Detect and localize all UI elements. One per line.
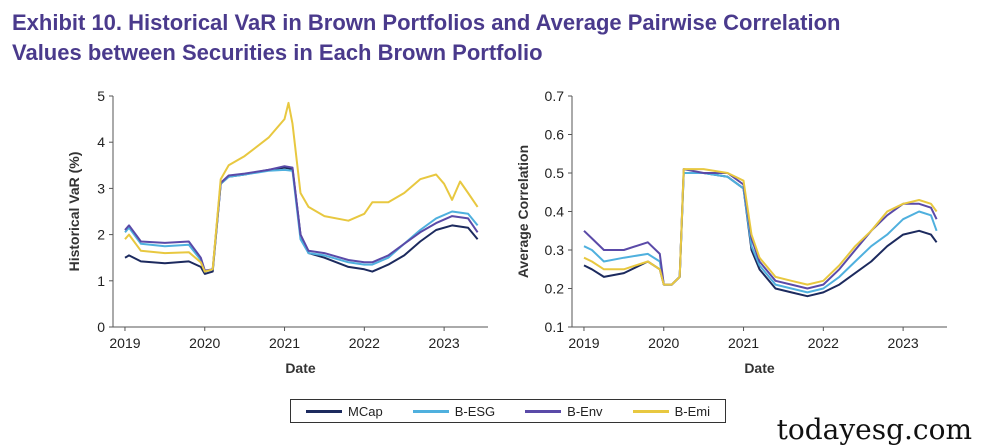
- y-axis-label: Historical VaR (%): [66, 152, 82, 272]
- y-axis-label: Average Correlation: [515, 145, 531, 278]
- legend-swatch: [412, 409, 449, 413]
- legend-item-b-env: B-Env: [525, 403, 603, 419]
- legend-swatch: [632, 409, 669, 413]
- series-line-b-esg: [583, 172, 938, 294]
- legend-swatch: [306, 409, 342, 413]
- title-line-2: Values between Securities in Each Brown …: [12, 40, 543, 65]
- x-tick-label: 2022: [349, 335, 380, 351]
- series-line-b-env: [583, 168, 938, 290]
- legend-item-b-emi: B-Emi: [632, 403, 710, 419]
- x-axis-label: Date: [285, 360, 316, 376]
- y-tick-label: 0.3: [545, 242, 565, 258]
- y-tick-label: 2: [97, 227, 105, 243]
- x-tick-label: 2019: [109, 335, 140, 351]
- series-line-b-emi: [124, 101, 479, 273]
- y-tick-label: 0.6: [545, 127, 565, 143]
- series-line-b-esg: [124, 168, 479, 273]
- y-tick-label: 0.2: [545, 281, 565, 297]
- legend-label: B-Emi: [674, 403, 710, 419]
- x-tick-label: 2023: [888, 335, 919, 351]
- series-line-mcap: [124, 166, 479, 275]
- series-line-mcap: [583, 172, 938, 298]
- x-axis-label: Date: [744, 360, 775, 376]
- chart-title: Exhibit 10. Historical VaR in Brown Port…: [12, 8, 972, 68]
- legend-label: MCap: [348, 403, 383, 419]
- series-line-b-emi: [583, 168, 938, 286]
- x-tick-label: 2019: [568, 335, 599, 351]
- x-tick-label: 2023: [429, 335, 460, 351]
- y-tick-label: 5: [97, 88, 105, 104]
- y-tick-label: 0.1: [545, 319, 565, 335]
- x-tick-label: 2020: [189, 335, 220, 351]
- title-line-1: Exhibit 10. Historical VaR in Brown Port…: [12, 10, 841, 35]
- x-tick-label: 2021: [728, 335, 759, 351]
- series-line-b-env: [124, 165, 479, 272]
- x-tick-label: 2020: [648, 335, 679, 351]
- y-tick-label: 0.4: [545, 204, 565, 220]
- y-tick-label: 0.7: [545, 88, 565, 104]
- x-tick-label: 2022: [808, 335, 839, 351]
- legend-label: B-ESG: [454, 403, 496, 419]
- legend: MCap B-ESG B-Env B-Emi: [290, 399, 726, 423]
- legend-swatch: [525, 409, 562, 413]
- watermark: todayesg.com: [776, 413, 972, 446]
- legend-label: B-Env: [567, 403, 603, 419]
- x-tick-label: 2021: [269, 335, 300, 351]
- legend-item-b-esg: B-ESG: [412, 403, 496, 419]
- legend-item-mcap: MCap: [306, 404, 383, 419]
- y-tick-label: 4: [97, 134, 105, 150]
- y-tick-label: 3: [97, 180, 105, 196]
- y-tick-label: 0.5: [545, 165, 565, 181]
- y-tick-label: 1: [97, 273, 105, 289]
- y-tick-label: 0: [97, 319, 105, 335]
